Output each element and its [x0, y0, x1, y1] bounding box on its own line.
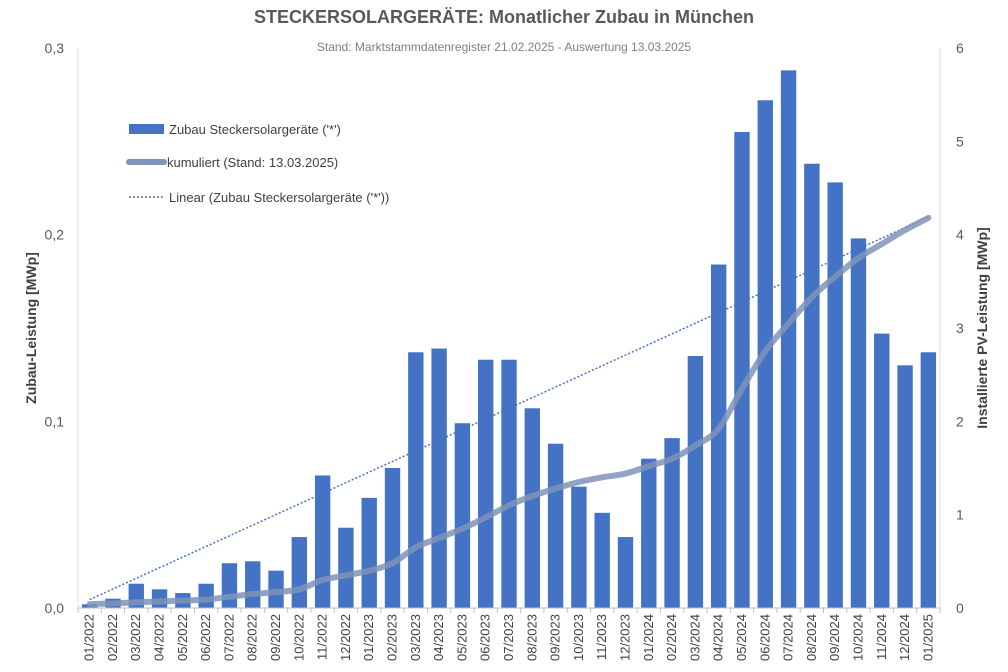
bar	[431, 348, 447, 608]
bar	[641, 458, 657, 608]
legend-swatch-bar	[129, 124, 164, 134]
legend-label-trend: Linear (Zubau Steckersolargeräte ('*'))	[169, 190, 389, 205]
bar	[920, 352, 937, 608]
bar	[617, 537, 634, 608]
y-tick-label: 0,3	[45, 40, 65, 56]
bar	[291, 537, 308, 608]
right-axis-ticks: 0 1 2 3 4 5 6	[956, 40, 964, 616]
legend-label-cumulative: kumuliert (Stand: 13.03.2025)	[167, 155, 338, 170]
x-tick-label: 04/2023	[431, 614, 446, 661]
y2-tick-label: 5	[956, 133, 964, 149]
x-tick-label: 05/2024	[734, 614, 749, 661]
x-tick-label: 03/2024	[687, 614, 702, 661]
x-tick-label: 07/2022	[221, 614, 236, 661]
bar	[198, 583, 214, 608]
bar	[734, 132, 750, 608]
chart-subtitle: Stand: Marktstammdatenregister 21.02.202…	[317, 40, 692, 54]
x-tick-label: 05/2023	[454, 614, 469, 661]
bar	[314, 475, 331, 608]
chart-title: STECKERSOLARGERÄTE: Monatlicher Zubau in…	[254, 7, 754, 27]
bar	[338, 527, 354, 608]
x-tick-label: 01/2023	[361, 614, 376, 661]
x-tick-label: 08/2024	[804, 614, 819, 661]
bar	[524, 408, 540, 608]
x-tick-label: 09/2023	[548, 614, 563, 661]
x-tick-label: 09/2024	[827, 614, 842, 661]
legend-item-trend: Linear (Zubau Steckersolargeräte ('*'))	[129, 190, 389, 205]
plot-area	[81, 70, 937, 609]
trend-line	[89, 216, 929, 601]
y2-tick-label: 3	[956, 320, 964, 336]
x-tick-label: 12/2024	[897, 614, 912, 661]
bar	[710, 264, 727, 608]
bar	[594, 512, 610, 608]
bar	[408, 352, 424, 608]
x-tick-label: 11/2023	[594, 614, 609, 660]
bar	[687, 356, 704, 608]
x-tick-label: 07/2023	[501, 614, 516, 661]
y-tick-label: 0,0	[45, 600, 65, 616]
x-tick-label: 06/2022	[198, 614, 213, 661]
left-axis-ticks: 0,0 0,1 0,2 0,3	[45, 40, 65, 616]
x-tick-label: 08/2023	[524, 614, 539, 661]
x-tick-label: 04/2022	[152, 614, 167, 661]
bar	[547, 443, 564, 608]
x-tick-label: 02/2023	[385, 614, 400, 661]
bar	[501, 359, 517, 608]
x-tick-label: 06/2024	[757, 614, 772, 661]
bar	[384, 468, 401, 608]
x-tick-label: 03/2022	[128, 614, 143, 661]
bar	[454, 423, 471, 608]
y2-axis-title: Installierte PV-Leistung [MWp]	[974, 227, 990, 428]
y2-tick-label: 6	[956, 40, 964, 56]
y-tick-label: 0,1	[45, 413, 65, 429]
x-tick-label: 11/2022	[315, 614, 330, 660]
y2-tick-label: 0	[956, 600, 964, 616]
x-tick-label: 06/2023	[478, 614, 493, 661]
y2-tick-label: 4	[956, 227, 964, 243]
bar	[221, 563, 238, 608]
bar	[804, 163, 820, 609]
legend-label-bar: Zubau Steckersolargeräte ('*')	[169, 122, 341, 137]
bar	[361, 497, 377, 608]
x-tick-label: 05/2022	[175, 614, 190, 661]
x-tick-label: 12/2023	[617, 614, 632, 661]
legend-item-cumulative: kumuliert (Stand: 13.03.2025)	[126, 155, 338, 170]
y2-tick-label: 1	[956, 507, 964, 523]
x-tick-label: 10/2024	[850, 614, 865, 661]
legend: Zubau Steckersolargeräte ('*') kumuliert…	[126, 122, 389, 205]
x-tick-label: 07/2024	[781, 614, 796, 661]
x-tick-label: 12/2022	[338, 614, 353, 661]
bar	[478, 359, 494, 608]
x-tick-label: 09/2022	[268, 614, 283, 661]
bar	[874, 333, 890, 608]
x-tick-label: 03/2023	[408, 614, 423, 661]
x-tick-label: 11/2024	[874, 614, 889, 660]
bar	[827, 182, 843, 608]
x-tick-label: 10/2023	[571, 614, 586, 661]
x-tick-label: 01/2022	[82, 614, 97, 661]
x-axis-ticks: 01/2022 02/2022 03/2022 04/2022 05/2022 06/20…	[77, 608, 941, 661]
x-tick-label: 02/2024	[664, 614, 679, 661]
x-tick-label: 02/2022	[105, 614, 120, 661]
cumulative-line	[86, 214, 932, 608]
x-tick-label: 01/2025	[920, 614, 935, 661]
y2-tick-label: 2	[956, 413, 964, 429]
x-tick-label: 08/2022	[245, 614, 260, 661]
bar	[780, 70, 797, 608]
bar	[897, 365, 913, 608]
bar	[571, 486, 587, 608]
legend-item-bar: Zubau Steckersolargeräte ('*')	[129, 122, 341, 137]
y-tick-label: 0,2	[45, 227, 65, 243]
x-tick-label: 01/2024	[641, 614, 656, 661]
bar	[245, 561, 261, 608]
x-tick-label: 10/2022	[291, 614, 306, 661]
x-tick-label: 04/2024	[711, 614, 726, 661]
bar	[664, 438, 680, 608]
bar	[850, 238, 867, 608]
y-axis-title: Zubau-Leistung [MWp]	[23, 252, 39, 404]
